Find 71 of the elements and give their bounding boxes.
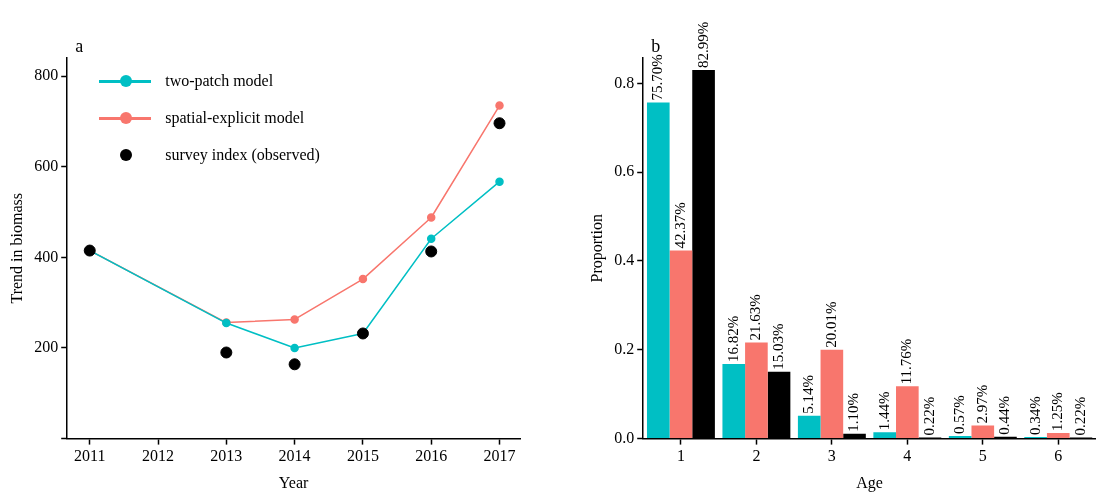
bar: [669, 250, 693, 439]
x-tick-label: 2015: [346, 447, 379, 465]
data-label: 16.82%: [724, 315, 741, 362]
y-tick-label: 400: [34, 247, 59, 265]
data-label: 75.70%: [649, 54, 666, 101]
point: [495, 177, 504, 186]
data-label: 15.03%: [769, 323, 786, 370]
data-label: 0.44%: [996, 395, 1013, 435]
x-axis-title: Year: [278, 473, 310, 491]
bar: [1046, 433, 1070, 439]
y-tick-label: 0.8: [614, 73, 635, 91]
chart-title: a: [75, 35, 84, 56]
y-tick-label: 0.2: [614, 339, 635, 357]
y-axis-title: Proportion: [587, 214, 606, 283]
data-label: 42.37%: [671, 202, 688, 249]
legend-label: survey index (observed): [165, 145, 320, 164]
point: [425, 245, 438, 258]
chart-title: b: [651, 35, 661, 56]
point: [426, 234, 436, 244]
legend-label: spatial-explicit model: [165, 108, 305, 127]
data-label: 1.25%: [1049, 392, 1066, 432]
data-label: 0.22%: [920, 396, 937, 436]
data-label: 0.57%: [951, 395, 968, 435]
x-tick-label: 2017: [483, 447, 516, 465]
data-label: 5.14%: [800, 375, 817, 414]
point: [220, 346, 233, 359]
data-label: 82.99%: [694, 21, 711, 69]
bar: [896, 386, 919, 439]
point: [426, 213, 436, 222]
y-tick-label: 600: [34, 156, 59, 174]
x-tick-label: 2014: [278, 447, 311, 465]
x-tick-label: 1: [676, 447, 685, 465]
y-tick-label: 800: [34, 66, 59, 84]
x-tick-label: 3: [827, 447, 836, 465]
bar: [797, 415, 821, 439]
x-tick-label: 2011: [74, 447, 106, 465]
bar: [820, 349, 844, 439]
bar: [745, 342, 768, 439]
data-label: 2.97%: [973, 384, 990, 424]
point: [290, 343, 299, 353]
x-tick-label: 6: [1054, 447, 1063, 465]
x-tick-label: 4: [903, 447, 912, 465]
y-axis-title: Trend in biomass: [7, 193, 25, 304]
bar: [948, 436, 972, 439]
bar: [873, 432, 897, 439]
y-tick-label: 0.4: [614, 251, 635, 269]
point: [290, 315, 299, 324]
data-label: 11.76%: [898, 338, 915, 385]
x-tick-label: 2016: [415, 447, 448, 465]
data-label: 1.44%: [875, 391, 892, 431]
x-tick-label: 2: [752, 447, 761, 465]
bar: [971, 425, 995, 439]
y-tick-label: 0.6: [614, 162, 635, 180]
point: [358, 274, 368, 284]
point: [288, 358, 301, 371]
y-tick-label: 200: [34, 338, 59, 356]
x-tick-label: 5: [978, 447, 987, 465]
x-axis-title: Age: [856, 473, 883, 492]
bar: [722, 363, 746, 439]
bar: [646, 102, 670, 439]
y-tick-label: 0.0: [614, 428, 635, 446]
data-label: 20.01%: [822, 301, 839, 348]
data-label: 21.63%: [747, 294, 764, 341]
data-label: 0.22%: [1071, 396, 1088, 436]
legend-label: two-patch model: [165, 71, 274, 90]
x-tick-label: 2012: [142, 447, 175, 465]
data-label: 0.34%: [1026, 396, 1043, 436]
point: [493, 117, 506, 130]
data-label: 1.10%: [845, 392, 862, 432]
point: [495, 101, 504, 110]
x-tick-label: 2013: [210, 447, 243, 465]
